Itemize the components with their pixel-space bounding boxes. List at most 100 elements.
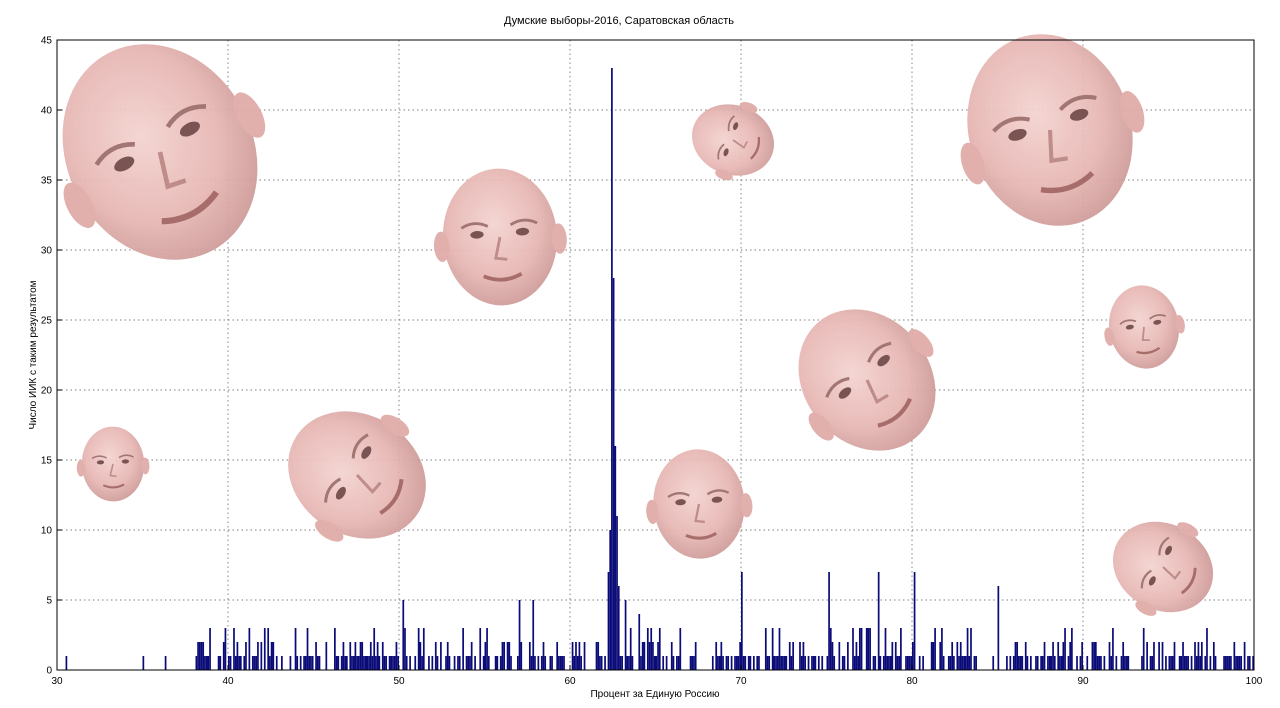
histogram-bar — [204, 656, 206, 670]
histogram-bar — [734, 656, 736, 670]
histogram-bar — [1064, 628, 1066, 670]
histogram-bar — [255, 656, 258, 670]
histogram-bar — [906, 656, 909, 670]
histogram-bar — [908, 656, 911, 670]
histogram-bar — [621, 656, 624, 670]
y-tick-label: 10 — [41, 526, 53, 537]
histogram-bar — [508, 642, 511, 670]
histogram-bar — [571, 642, 574, 670]
histogram-bar — [337, 656, 340, 670]
histogram-bar — [1194, 642, 1196, 670]
x-axis-label: Процент за Единую Россию — [590, 689, 720, 700]
histogram-bar — [802, 642, 805, 670]
histogram-bar — [672, 656, 675, 670]
histogram-bar — [1071, 628, 1073, 670]
histogram-bar — [665, 656, 668, 670]
histogram-bar — [363, 656, 365, 670]
histogram-bar — [388, 656, 391, 670]
histogram-bar — [1006, 656, 1008, 670]
histogram-bar — [1048, 656, 1051, 670]
histogram-bar — [1151, 656, 1154, 670]
histogram-bar — [898, 656, 901, 670]
histogram-bar — [694, 642, 697, 670]
histogram-bar — [1182, 642, 1184, 670]
histogram-bar — [693, 656, 695, 670]
histogram-bar — [629, 628, 632, 670]
histogram-bar — [448, 656, 451, 670]
histogram-bar — [1238, 656, 1241, 670]
histogram-bar — [200, 642, 203, 670]
histogram-bar — [773, 656, 776, 670]
histogram-bar — [963, 656, 966, 670]
histogram-bar — [534, 656, 536, 670]
histogram-bar — [764, 628, 767, 670]
histogram-bar — [1053, 656, 1056, 670]
histogram-bar — [888, 656, 890, 670]
histogram-bar — [932, 642, 935, 670]
histogram-bar — [968, 656, 971, 670]
histogram-bar — [604, 656, 606, 670]
histogram-bar — [395, 642, 398, 670]
histogram-bar — [641, 642, 644, 670]
histogram-bar — [1187, 656, 1190, 670]
histogram-bar — [742, 656, 745, 670]
y-tick-label: 40 — [41, 106, 53, 117]
histogram-bar — [894, 642, 897, 670]
histogram-bar — [1142, 628, 1145, 670]
histogram-bar — [891, 642, 894, 670]
histogram-bar — [361, 642, 364, 670]
histogram-bar — [1183, 656, 1186, 670]
histogram-bar — [1094, 642, 1097, 670]
histogram-bar — [1122, 642, 1125, 670]
histogram-bar — [616, 516, 618, 670]
histogram-bar — [65, 656, 68, 670]
histogram-bar — [257, 642, 259, 670]
histogram-bar — [1247, 656, 1249, 670]
histogram-bar — [896, 656, 899, 670]
histogram-bar — [1161, 642, 1164, 670]
histogram-bar — [877, 572, 880, 670]
histogram-bar — [812, 656, 815, 670]
histogram-bar — [409, 656, 411, 670]
histogram-bar — [392, 656, 394, 670]
histogram-bar — [356, 656, 358, 670]
histogram-bar — [1248, 656, 1251, 670]
histogram-bar — [236, 642, 239, 670]
histogram-bar — [381, 642, 384, 670]
histogram-bar — [219, 656, 222, 670]
y-tick-label: 20 — [41, 386, 53, 397]
histogram-bar — [270, 642, 273, 670]
histogram-bar — [202, 642, 205, 670]
histogram-bar — [855, 642, 858, 670]
face-photo — [74, 424, 152, 504]
histogram-bar — [785, 656, 788, 670]
histogram-bar — [431, 656, 434, 670]
histogram-bar — [575, 642, 577, 670]
histogram-bar — [780, 656, 783, 670]
histogram-bar — [390, 656, 393, 670]
histogram-bar — [655, 656, 658, 670]
histogram-bar — [352, 656, 355, 670]
histogram-bar — [775, 656, 777, 670]
histogram-bar — [884, 628, 887, 670]
histogram-bar — [205, 656, 208, 670]
histogram-bar — [405, 656, 408, 670]
histogram-bar — [800, 656, 803, 670]
histogram-bar — [1081, 642, 1083, 670]
histogram-bar — [1224, 656, 1227, 670]
histogram-bar — [233, 628, 235, 670]
histogram-bar — [1040, 656, 1042, 670]
histogram-bar — [975, 656, 977, 670]
histogram-bar — [248, 628, 251, 670]
histogram-bar — [905, 656, 907, 670]
histogram-bar — [537, 656, 540, 670]
histogram-bar — [368, 656, 370, 670]
histogram-bar — [860, 628, 863, 670]
chart-title: Думские выборы-2016, Саратовская область — [504, 15, 734, 27]
histogram-bar — [735, 656, 738, 670]
histogram-bar — [782, 656, 784, 670]
histogram-bar — [1059, 656, 1061, 670]
histogram-bar — [756, 656, 759, 670]
histogram-bar — [792, 642, 795, 670]
